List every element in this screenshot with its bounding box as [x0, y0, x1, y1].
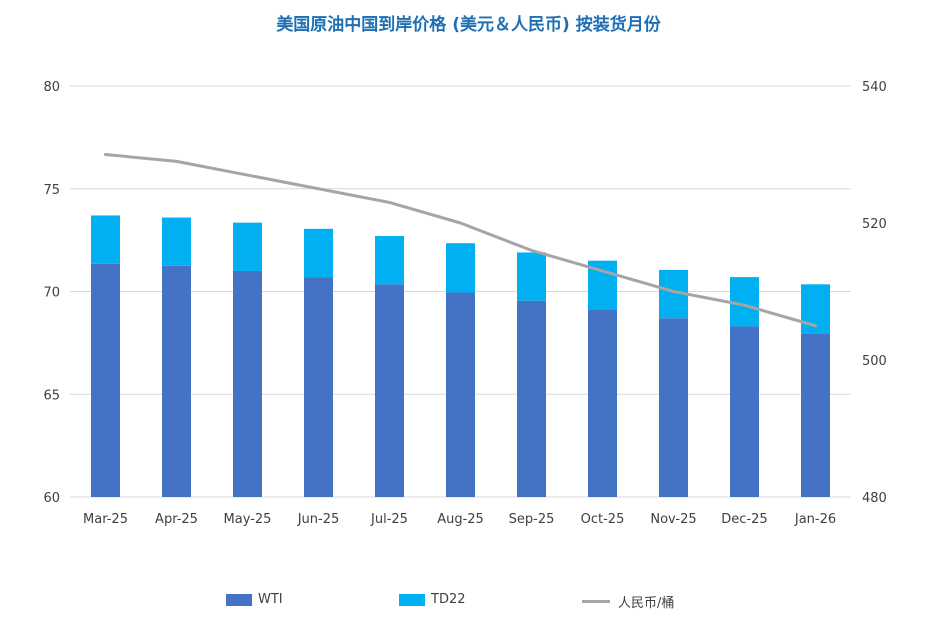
bars	[91, 215, 830, 497]
y-left-tick-label: 60	[43, 491, 60, 506]
bar-td22	[304, 228, 333, 278]
bar-td22	[446, 243, 475, 293]
x-tick-label: Oct-25	[581, 512, 625, 527]
x-tick-label: Jun-25	[297, 512, 340, 527]
bar-wti	[162, 265, 191, 497]
bar-wti	[91, 263, 120, 497]
bar-td22	[375, 236, 404, 285]
y-right-tick-label: 500	[862, 354, 887, 369]
chart-title: 美国原油中国到岸价格 (美元＆人民币) 按装货月份	[276, 15, 661, 35]
x-tick-label: Jul-25	[370, 512, 408, 527]
legend-swatch-wti	[226, 593, 252, 606]
legend-item-td22: TD22	[399, 592, 466, 607]
axes: 60 65 70 75 80 480 500 520 540 Mar-25 Apr-25 May-25…	[43, 80, 886, 527]
x-tick-label: Apr-25	[155, 512, 198, 527]
y-right-tick-label: 480	[862, 491, 887, 506]
legend-label-td22: TD22	[431, 592, 466, 607]
y-left-tick-label: 80	[43, 80, 60, 95]
bar-td22	[517, 252, 546, 301]
x-tick-label: May-25	[224, 512, 272, 527]
x-tick-label: Jan-26	[794, 512, 836, 527]
legend-item-rmb: 人民币/桶	[582, 592, 674, 611]
x-tick-label: Mar-25	[83, 512, 128, 527]
y-left-tick-label: 75	[43, 183, 60, 198]
bar-wti	[375, 284, 404, 497]
x-tick-label: Aug-25	[437, 512, 484, 527]
bar-td22	[91, 215, 120, 264]
x-tick-label: Nov-25	[650, 512, 696, 527]
bar-td22	[730, 277, 759, 327]
x-tick-label: Dec-25	[721, 512, 767, 527]
bar-wti	[801, 333, 830, 497]
legend-label-wti: WTI	[258, 592, 283, 607]
y-right-tick-label: 540	[862, 80, 887, 95]
y-right-tick-label: 520	[862, 217, 887, 232]
bar-wti	[304, 277, 333, 497]
bar-wti	[659, 318, 688, 497]
x-tick-label: Sep-25	[509, 512, 555, 527]
bar-wti	[730, 326, 759, 497]
bar-wti	[588, 309, 617, 497]
bar-td22	[233, 222, 262, 271]
legend-swatch-rmb	[582, 600, 610, 603]
legend-item-wti: WTI	[226, 592, 283, 607]
bar-wti	[233, 270, 262, 497]
legend-label-rmb: 人民币/桶	[618, 596, 675, 611]
bar-td22	[162, 217, 191, 266]
bar-wti	[517, 300, 546, 497]
rmb-line	[104, 153, 817, 328]
bar-wti	[446, 292, 475, 497]
legend-swatch-td22	[399, 593, 425, 606]
y-left-tick-label: 70	[43, 286, 60, 301]
y-left-tick-label: 65	[43, 388, 60, 403]
line-rmb	[104, 153, 817, 328]
